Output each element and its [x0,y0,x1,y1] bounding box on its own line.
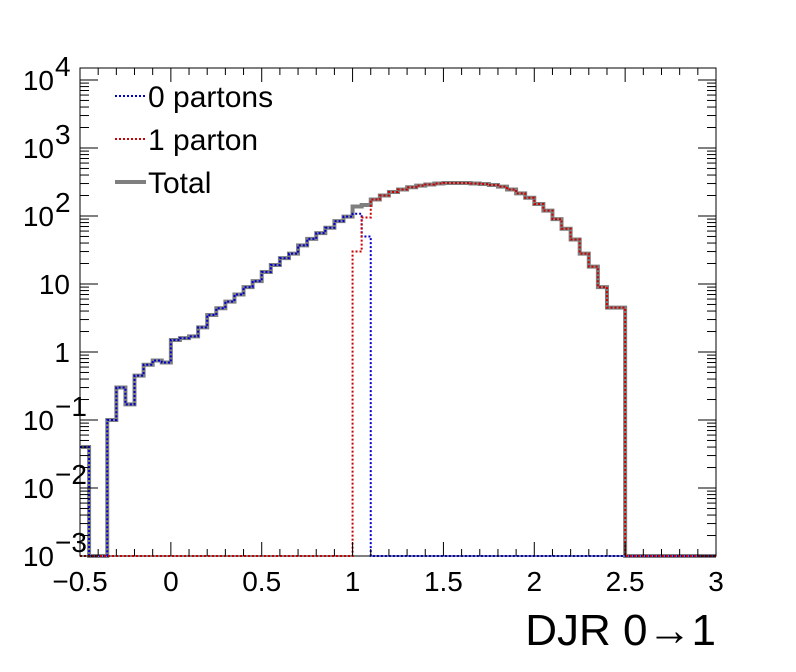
y-tick-exponent: 2 [55,187,71,218]
y-tick-label: 10 [23,541,54,572]
legend-label-0-partons: 0 partons [148,81,273,114]
y-tick-label: 1 [54,337,70,368]
x-tick-label: −0.5 [52,566,107,597]
series-layer [80,181,716,558]
y-tick-label: 10 [23,405,54,436]
y-tick-exponent: −1 [55,391,87,422]
y-tick-exponent: 3 [55,119,71,150]
x-axis-ticks: −0.5 0 0.5 1 1.5 2 2.5 3 [52,68,724,597]
x-tick-label: 3 [708,566,724,597]
x-tick-label: 2 [526,566,542,597]
y-tick-exponent: −2 [55,459,87,490]
y-tick-exponent: −3 [55,527,87,558]
x-tick-label: 0 [163,566,179,597]
x-tick-label: 2.5 [606,566,645,597]
y-tick-label: 10 [23,473,54,504]
x-tick-label: 1.5 [424,566,463,597]
series-line-total [80,181,716,558]
series-line-1-parton [80,182,716,557]
y-tick-label: 10 [39,269,70,300]
legend: 0 partons 1 parton Total [115,81,273,200]
legend-label-1-parton: 1 parton [148,124,258,157]
legend-label-total: Total [148,167,211,200]
y-tick-label: 10 [23,133,54,164]
y-tick-label: 10 [23,201,54,232]
x-axis-title: DJR 0→1 [525,606,716,655]
y-tick-label: 10 [23,65,54,96]
y-tick-exponent: 4 [55,51,71,82]
series-line-0-partons [80,212,716,557]
x-tick-label: 1 [345,566,361,597]
x-tick-label: 0.5 [242,566,281,597]
